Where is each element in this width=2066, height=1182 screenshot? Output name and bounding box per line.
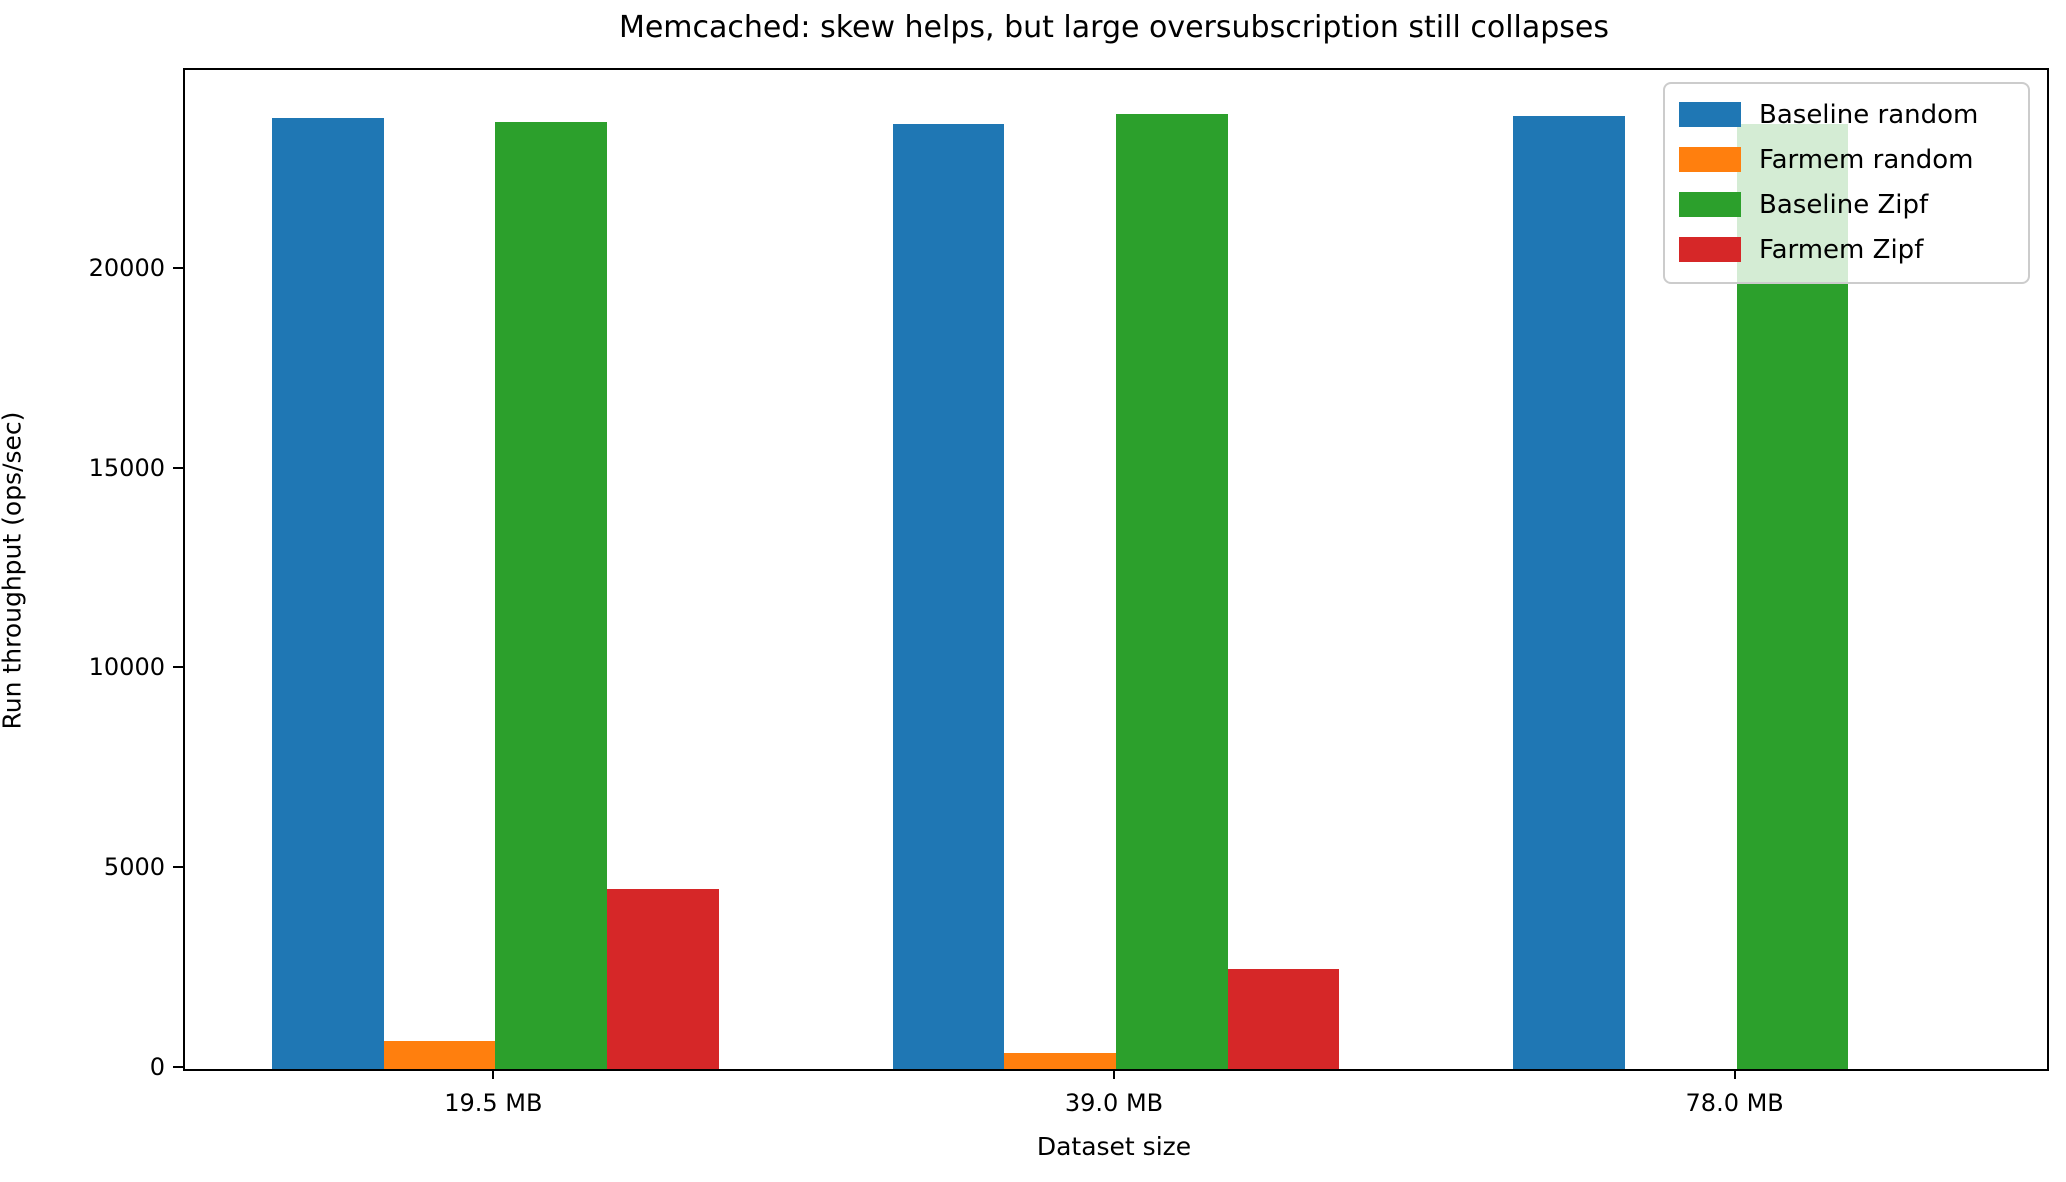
y-tick-label: 15000 [88,453,165,482]
legend-swatch-farmem-zipf [1679,237,1741,262]
y-tick-label: 10000 [88,653,165,682]
x-tick [1733,1069,1736,1079]
legend-swatch-baseline-zipf [1679,192,1741,217]
x-tick [1113,1069,1115,1079]
bar-farmem-zipf-39-0-mb [1227,969,1340,1069]
x-tick [492,1069,495,1079]
legend-label: Farmem random [1759,144,1974,175]
legend-item-baseline-zipf: Baseline Zipf [1679,182,2014,227]
legend-item-farmem-random: Farmem random [1679,137,2014,182]
y-axis-label: Run throughput (ops/sec) [0,411,27,730]
x-tick-label: 19.5 MB [444,1089,543,1117]
x-axis-label: Dataset size [1036,1132,1192,1161]
legend-label: Baseline Zipf [1759,189,1929,220]
y-tick [173,866,183,869]
y-tick [173,266,183,269]
legend-swatch-baseline-random [1679,102,1741,127]
bar-farmem-random-19-5-mb [383,1041,496,1069]
bar-farmem-random-39-0-mb [1004,1053,1116,1069]
legend-swatch-farmem-random [1679,147,1741,172]
y-tick [173,1066,183,1068]
legend-label: Farmem Zipf [1759,234,1924,265]
y-tick-label: 20000 [88,253,165,282]
legend-item-farmem-zipf: Farmem Zipf [1679,227,2014,272]
bar-baseline-random-78-0-mb [1513,115,1625,1069]
bar-farmem-zipf-19-5-mb [607,889,719,1069]
legend-item-baseline-random: Baseline random [1679,92,2014,137]
y-tick [173,666,183,669]
y-tick-label: 5000 [103,853,165,882]
chart-title: Memcached: skew helps, but large oversub… [618,10,1610,45]
bar-baseline-random-39-0-mb [892,123,1005,1069]
bar-baseline-zipf-39-0-mb [1116,113,1228,1069]
bar-baseline-zipf-19-5-mb [495,121,608,1069]
x-tick-label: 39.0 MB [1064,1089,1164,1117]
y-tick-label: 0 [149,1053,165,1081]
y-tick [173,466,183,469]
bar-baseline-random-19-5-mb [271,117,384,1069]
legend: Baseline random Farmem random Baseline Zip… [1663,82,2030,284]
legend-label: Baseline random [1759,99,1979,130]
x-tick-label: 78.0 MB [1685,1089,1784,1117]
